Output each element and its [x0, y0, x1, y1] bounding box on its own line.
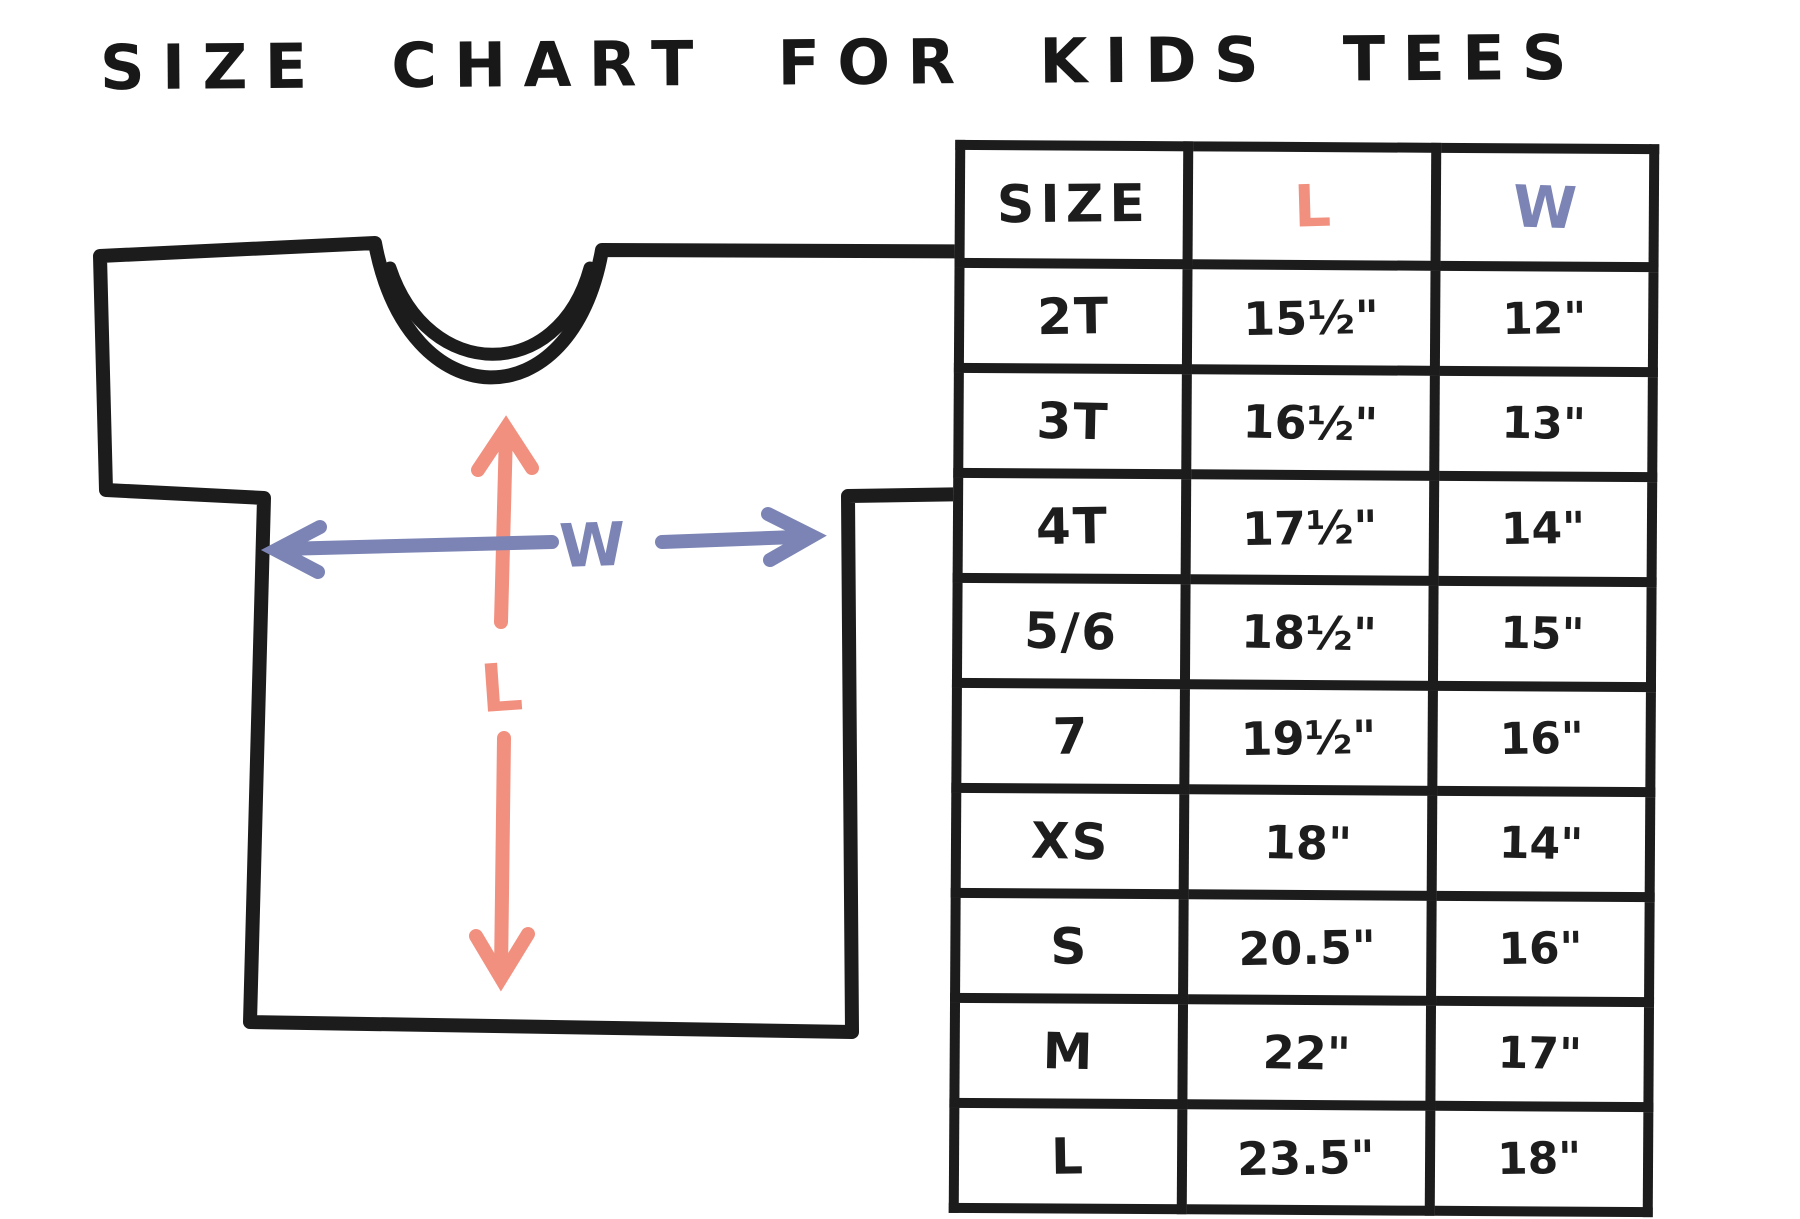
length-cell: 15½": [1186, 264, 1436, 371]
size-cell: 2T: [958, 262, 1188, 370]
width-cell: 16": [1432, 685, 1651, 793]
col-header-width: W: [1511, 172, 1578, 243]
width-cell: 13": [1434, 370, 1653, 478]
size-cell: 3T: [958, 367, 1187, 475]
size-cell: L: [953, 1102, 1183, 1210]
width-arrow: [260, 507, 827, 579]
width-cell: 14": [1431, 790, 1651, 898]
length-arrow: [469, 415, 539, 992]
col-header-size: SIZE: [996, 173, 1152, 236]
length-cell: 16½": [1186, 369, 1435, 476]
size-cell: 5/6: [956, 577, 1186, 685]
length-cell: 22": [1182, 999, 1432, 1106]
width-cell: 16": [1431, 895, 1650, 1003]
size-table: SIZE L W 2T 15½" 12" 3T 16½" 13" 4T: [948, 139, 1660, 1218]
table-row: 2T 15½" 12": [958, 262, 1654, 373]
table-row: 3T 16½" 13": [958, 367, 1653, 478]
length-cell: 18": [1183, 789, 1433, 896]
table-row: 4T 17½" 14": [957, 472, 1653, 583]
table-row: M 22" 17": [954, 997, 1650, 1108]
table-row: XS 18" 14": [955, 787, 1651, 898]
length-cell: 18½": [1184, 579, 1434, 686]
length-cell: 19½": [1184, 684, 1433, 791]
width-cell: 18": [1429, 1105, 1649, 1213]
size-cell: XS: [955, 787, 1185, 895]
width-cell: 12": [1434, 265, 1654, 373]
length-arrow-label: L: [478, 648, 525, 728]
size-cell: 4T: [957, 472, 1187, 580]
width-cell: 15": [1432, 580, 1652, 688]
length-cell: 23.5": [1181, 1104, 1431, 1211]
table-row: 5/6 18½" 15": [956, 577, 1652, 688]
collar-inner-line: [383, 261, 597, 361]
table-header-row: SIZE L W: [959, 144, 1655, 268]
size-cell: M: [954, 997, 1184, 1105]
col-header-length: L: [1292, 171, 1332, 241]
width-cell: 14": [1433, 475, 1653, 583]
table-row: L 23.5" 18": [953, 1102, 1649, 1213]
size-cell: S: [955, 892, 1184, 1000]
length-cell: 17½": [1185, 474, 1435, 581]
table-row: S 20.5" 16": [955, 892, 1650, 1003]
width-cell: 17": [1430, 1000, 1650, 1108]
width-arrow-label: W: [558, 510, 627, 582]
length-cell: 20.5": [1183, 894, 1432, 1001]
size-cell: 7: [956, 682, 1185, 790]
table-row: 7 19½" 16": [956, 682, 1651, 793]
